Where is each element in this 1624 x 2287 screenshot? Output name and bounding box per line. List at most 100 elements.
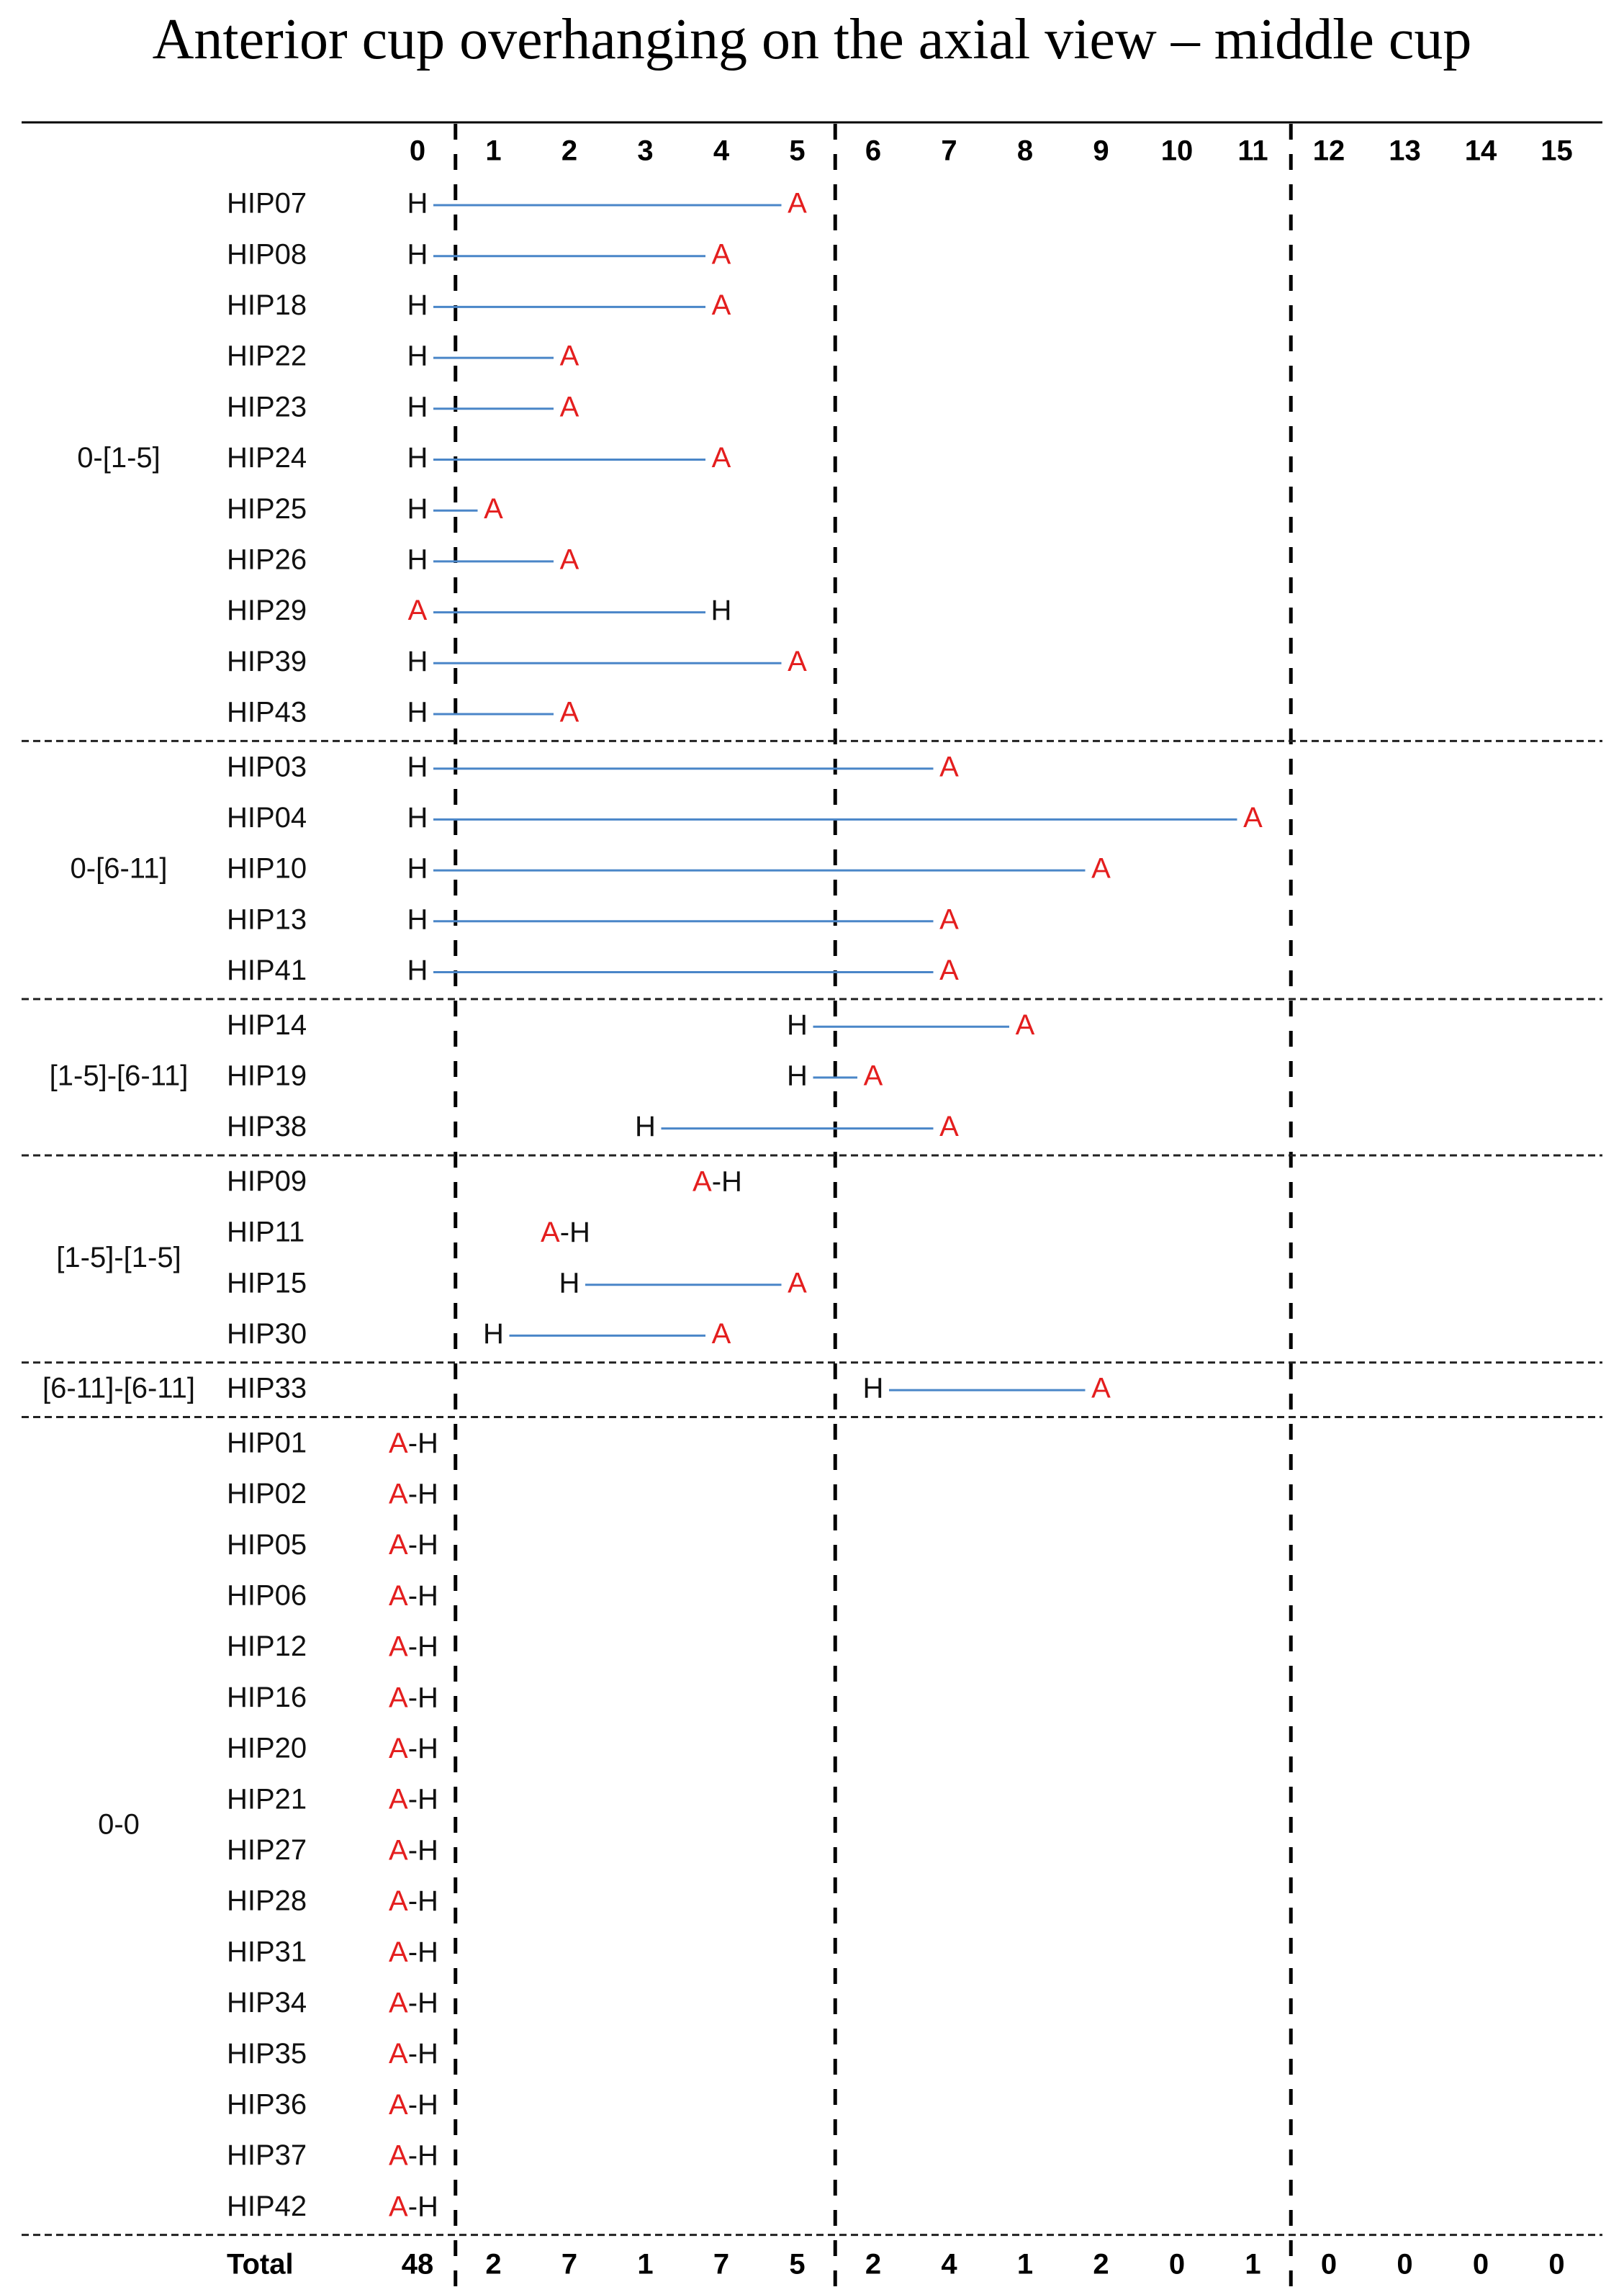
marker-ah: A-H xyxy=(389,1834,438,1866)
x-tick-label: 0 xyxy=(410,135,425,167)
marker-a: A xyxy=(389,2139,408,2171)
marker-ah: A-H xyxy=(389,1529,438,1561)
marker-a: A xyxy=(864,1060,883,1091)
total-value: 2 xyxy=(485,2249,501,2281)
row-label: HIP38 xyxy=(227,1111,307,1142)
row-label: HIP34 xyxy=(227,1987,307,2018)
marker-a: A xyxy=(389,1834,408,1866)
marker-h: H xyxy=(407,903,428,935)
marker-h: H xyxy=(418,1885,438,1917)
marker-ah: A-H xyxy=(389,1427,438,1458)
row-label: HIP35 xyxy=(227,2038,307,2070)
marker-dash: - xyxy=(712,1165,721,1197)
marker-dash: - xyxy=(408,1834,418,1866)
row-label: HIP07 xyxy=(227,188,307,220)
x-tick-label: 9 xyxy=(1093,135,1109,167)
marker-a: A xyxy=(560,391,579,423)
row-label: HIP02 xyxy=(227,1478,307,1510)
x-tick-label: 7 xyxy=(941,135,957,167)
marker-a: A xyxy=(1016,1009,1035,1041)
row-label: HIP09 xyxy=(227,1165,307,1197)
marker-ah: A-H xyxy=(389,1682,438,1713)
total-value: 0 xyxy=(1321,2249,1337,2281)
marker-dash: - xyxy=(408,1987,418,2018)
marker-a: A xyxy=(541,1217,560,1248)
row-label: HIP28 xyxy=(227,1885,307,1917)
marker-a: A xyxy=(389,1885,408,1917)
marker-h: H xyxy=(407,340,428,372)
total-value: 5 xyxy=(789,2249,805,2281)
marker-ah: A-H xyxy=(389,1579,438,1611)
marker-a: A xyxy=(788,646,807,677)
chart-title: Anterior cup overhanging on the axial vi… xyxy=(152,8,1472,71)
marker-h: H xyxy=(407,238,428,270)
marker-h: H xyxy=(407,442,428,474)
marker-a: A xyxy=(389,1630,408,1662)
marker-h: H xyxy=(418,1834,438,1866)
marker-h: H xyxy=(418,1733,438,1764)
row-label: HIP18 xyxy=(227,289,307,321)
group-label: 0-[1-5] xyxy=(77,442,161,474)
totals-label: Total xyxy=(227,2249,294,2281)
marker-dash: - xyxy=(408,2038,418,2070)
marker-a: A xyxy=(788,188,807,220)
marker-dash: - xyxy=(560,1217,569,1248)
marker-a: A xyxy=(389,2088,408,2120)
marker-h: H xyxy=(635,1111,656,1142)
marker-a: A xyxy=(693,1165,712,1197)
marker-a: A xyxy=(484,493,503,525)
row-label: HIP33 xyxy=(227,1373,307,1404)
marker-h: H xyxy=(407,391,428,423)
marker-a: A xyxy=(712,289,731,321)
total-value: 48 xyxy=(402,2249,434,2281)
marker-h: H xyxy=(787,1060,808,1091)
marker-ah: A-H xyxy=(389,2038,438,2070)
total-value: 1 xyxy=(637,2249,653,2281)
row-label: HIP05 xyxy=(227,1529,307,1561)
marker-dash: - xyxy=(408,1478,418,1510)
marker-a: A xyxy=(389,1579,408,1611)
x-tick-label: 13 xyxy=(1389,135,1421,167)
marker-ah: A-H xyxy=(693,1165,742,1197)
row-label: HIP41 xyxy=(227,955,307,986)
total-value: 2 xyxy=(865,2249,881,2281)
row-label: HIP14 xyxy=(227,1009,307,1041)
marker-a: A xyxy=(788,1267,807,1299)
marker-a: A xyxy=(408,595,428,626)
marker-h: H xyxy=(407,955,428,986)
marker-dash: - xyxy=(408,2088,418,2120)
marker-h: H xyxy=(407,188,428,220)
marker-h: H xyxy=(407,289,428,321)
x-tick-label: 11 xyxy=(1237,135,1268,167)
row-label: HIP13 xyxy=(227,903,307,935)
marker-dash: - xyxy=(408,1885,418,1917)
row-label: HIP27 xyxy=(227,1834,307,1866)
marker-a: A xyxy=(389,1733,408,1764)
group-label: [1-5]-[6-11] xyxy=(50,1060,189,1091)
row-label: HIP25 xyxy=(227,493,307,525)
x-tick-label: 15 xyxy=(1540,135,1573,167)
marker-a: A xyxy=(389,1427,408,1458)
total-value: 7 xyxy=(713,2249,729,2281)
marker-a: A xyxy=(389,1529,408,1561)
marker-a: A xyxy=(939,903,959,935)
marker-ah: A-H xyxy=(389,2191,438,2222)
total-value: 0 xyxy=(1397,2249,1412,2281)
x-tick-label: 12 xyxy=(1313,135,1345,167)
marker-dash: - xyxy=(408,1630,418,1662)
marker-h: H xyxy=(418,1936,438,1967)
marker-dash: - xyxy=(408,2191,418,2222)
marker-h: H xyxy=(407,493,428,525)
marker-h: H xyxy=(418,2191,438,2222)
row-label: HIP21 xyxy=(227,1783,307,1815)
x-tick-label: 2 xyxy=(561,135,577,167)
marker-a: A xyxy=(560,340,579,372)
marker-a: A xyxy=(560,543,579,575)
marker-a: A xyxy=(939,955,959,986)
x-tick-label: 8 xyxy=(1017,135,1033,167)
row-label: HIP06 xyxy=(227,1579,307,1611)
marker-dash: - xyxy=(408,1579,418,1611)
total-value: 1 xyxy=(1017,2249,1033,2281)
x-tick-label: 5 xyxy=(789,135,805,167)
